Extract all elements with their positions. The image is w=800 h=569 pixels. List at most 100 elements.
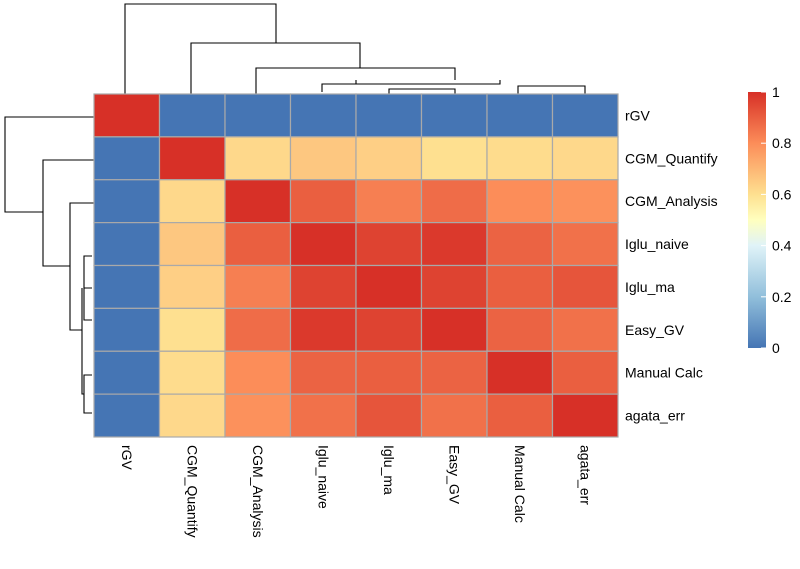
heatmap-cell — [289, 350, 357, 395]
heatmap-cell — [224, 179, 292, 224]
heatmap-cell — [224, 93, 292, 138]
heatmap-cell — [355, 393, 423, 438]
legend-tick-label: 0.4 — [772, 238, 792, 254]
dendrogram-branch — [4, 116, 95, 213]
heatmap-cell — [420, 264, 488, 309]
heatmap-cell — [93, 136, 161, 181]
heatmap-cell — [551, 222, 619, 267]
heatmap-cell — [355, 307, 423, 352]
heatmap-cell — [486, 350, 554, 395]
legend-color-bar — [748, 92, 766, 348]
heatmap-cell — [551, 136, 619, 181]
heatmap-cell — [486, 222, 554, 267]
dendrogram-branch — [321, 83, 386, 92]
legend-tick-label: 1 — [772, 84, 780, 100]
dendrogram-branch — [355, 80, 501, 85]
dendrogram-branch — [517, 85, 586, 94]
heatmap-cell — [355, 136, 423, 181]
heatmap-cell — [420, 350, 488, 395]
heatmap-cell — [420, 179, 488, 224]
dendrogram-branch — [69, 202, 95, 331]
legend-tick-label: 0.8 — [772, 135, 792, 151]
dendrogram-branch — [190, 42, 361, 94]
heatmap-cells — [93, 93, 619, 438]
column-label: Iglu_ma — [381, 445, 397, 495]
heatmap-cell — [551, 307, 619, 352]
row-label: Easy_GV — [625, 322, 685, 338]
dendrogram-branch — [83, 374, 92, 414]
column-dendrogram — [124, 3, 586, 94]
heatmap-cell — [224, 350, 292, 395]
dendrogram-branch — [388, 88, 456, 94]
heatmap-cell — [158, 307, 226, 352]
dendrogram-branch — [255, 67, 456, 94]
heatmap-cell — [355, 93, 423, 138]
color-legend: 0 0.2 0.4 0.6 0.8 1 — [748, 84, 792, 356]
heatmap-cell — [158, 264, 226, 309]
heatmap-cell — [486, 136, 554, 181]
heatmap-cell — [93, 222, 161, 267]
heatmap-cell — [158, 93, 226, 138]
heatmap-cell — [93, 350, 161, 395]
heatmap-cell — [355, 264, 423, 309]
heatmap-cell — [158, 222, 226, 267]
heatmap-cell — [420, 93, 488, 138]
heatmap-cell — [551, 264, 619, 309]
heatmap-cell — [289, 179, 357, 224]
heatmap-cell — [224, 264, 292, 309]
column-label: Iglu_naive — [315, 445, 331, 509]
legend-tick-label: 0.2 — [772, 289, 792, 305]
legend-tick-label: 0 — [772, 340, 780, 356]
row-label: Manual Calc — [625, 365, 703, 381]
row-label: rGV — [625, 107, 651, 123]
heatmap-cell — [420, 222, 488, 267]
row-label: Iglu_ma — [625, 279, 675, 295]
legend-tick-label: 0.6 — [772, 186, 792, 202]
heatmap-cell — [355, 179, 423, 224]
heatmap-cell — [420, 136, 488, 181]
heatmap-cell — [355, 222, 423, 267]
heatmap-cell — [289, 93, 357, 138]
heatmap-cell — [93, 307, 161, 352]
heatmap-cell — [224, 393, 292, 438]
heatmap-cell — [158, 350, 226, 395]
column-label: CGM_Quantify — [184, 445, 200, 538]
heatmap-cell — [93, 93, 161, 138]
legend-ticks: 0 0.2 0.4 0.6 0.8 1 — [761, 84, 792, 356]
heatmap-cell — [158, 393, 226, 438]
heatmap-cell — [289, 264, 357, 309]
heatmap-cell — [486, 179, 554, 224]
row-label: CGM_Quantify — [625, 150, 718, 166]
heatmap-cell — [355, 350, 423, 395]
heatmap-cell — [224, 307, 292, 352]
heatmap-cell — [158, 136, 226, 181]
row-labels: rGV CGM_Quantify CGM_Analysis Iglu_naive Igl… — [625, 107, 718, 423]
row-label: Iglu_naive — [625, 236, 689, 252]
heatmap-cell — [486, 307, 554, 352]
heatmap-cell — [420, 307, 488, 352]
heatmap-cell — [551, 93, 619, 138]
heatmap-cell — [93, 393, 161, 438]
heatmap-cell — [289, 393, 357, 438]
row-label: CGM_Analysis — [625, 193, 718, 209]
heatmap-cell — [93, 264, 161, 309]
heatmap-cell — [486, 393, 554, 438]
heatmap-cell — [486, 93, 554, 138]
heatmap-cell — [158, 179, 226, 224]
dendrogram-branch — [81, 288, 84, 395]
heatmap-cell — [551, 393, 619, 438]
column-label: agata_err — [577, 445, 593, 505]
column-labels: rGV CGM_Quantify CGM_Analysis Iglu_naive Igl… — [119, 445, 594, 538]
column-label: rGV — [119, 445, 135, 471]
heatmap-cell — [551, 179, 619, 224]
dendrogram-branch — [124, 3, 277, 94]
dendrogram-branch — [42, 159, 95, 267]
dendrogram-branch — [83, 255, 92, 321]
heatmap-cell — [551, 350, 619, 395]
heatmap-cell — [289, 222, 357, 267]
heatmap-cell — [486, 264, 554, 309]
column-label: Easy_GV — [446, 445, 462, 505]
column-label: CGM_Analysis — [250, 445, 266, 538]
heatmap-cell — [93, 179, 161, 224]
